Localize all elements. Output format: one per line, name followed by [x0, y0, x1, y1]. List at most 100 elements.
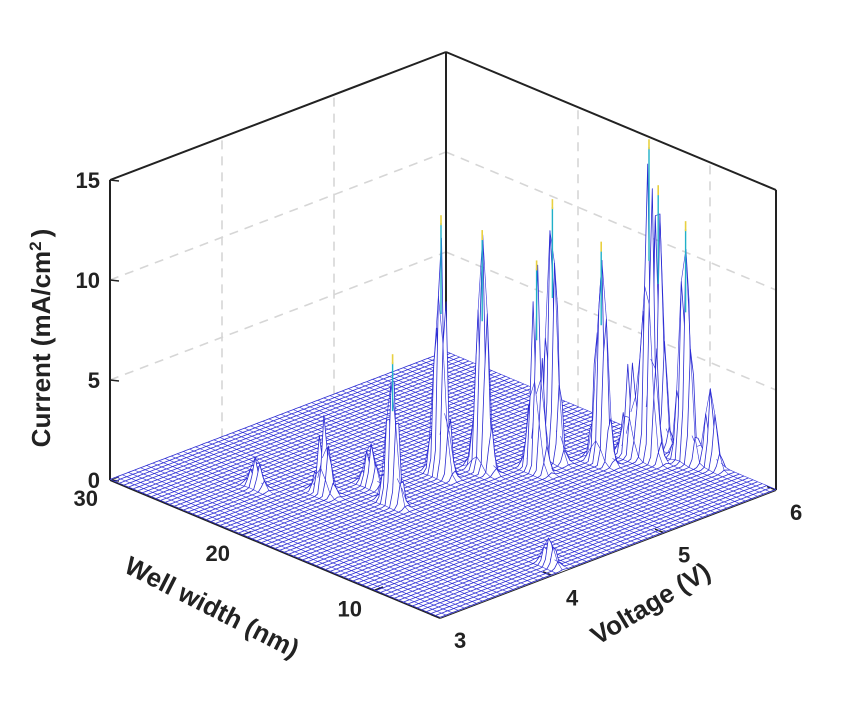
surface-cross-line [235, 438, 240, 442]
surface-cross-line [519, 440, 525, 443]
surface-cross-line [354, 561, 360, 565]
surface-cross-line [470, 590, 476, 594]
surface-cross-line [661, 470, 667, 473]
surface-cross-line [482, 586, 488, 589]
surface-cross-line [517, 561, 523, 565]
surface-cross-line [569, 534, 575, 538]
surface-cross-line [603, 499, 609, 503]
surface-cross-line [478, 584, 483, 587]
surface-cross-line [508, 382, 514, 385]
surface-cross-line [560, 560, 566, 563]
surface-cross-line [378, 391, 384, 394]
surface-cross-line [346, 524, 352, 527]
surface-cross-line [670, 518, 676, 521]
surface-cross-line [716, 508, 722, 511]
surface-cross-line [222, 458, 228, 461]
surface-cross-line [409, 540, 415, 544]
surface-cross-line [508, 543, 514, 546]
surface-cross-line [453, 593, 459, 597]
surface-cross-line [598, 483, 604, 486]
surface-cross-line [568, 495, 573, 498]
surface-cross-line [224, 512, 230, 515]
surface-cross-line [424, 527, 430, 531]
surface-cross-line [238, 474, 244, 477]
surface-cross-line [571, 471, 577, 475]
surface-cross-line [513, 530, 518, 534]
surface-cross-line [297, 557, 303, 561]
surface-cross-line [398, 555, 404, 559]
surface-cross-line [458, 551, 464, 555]
surface-cross-line [591, 489, 596, 493]
surface-cross-line [490, 550, 496, 553]
surface-cross-line [520, 494, 526, 498]
surface-cross-line [167, 478, 173, 482]
surface-cross-line [319, 542, 324, 545]
surface-cross-line [349, 472, 355, 475]
surface-cross-line [358, 387, 364, 391]
surface-cross-line [225, 493, 231, 496]
surface-cross-line [592, 500, 598, 503]
surface-cross-line [656, 483, 662, 486]
surface-cross-line [316, 536, 321, 539]
surface-cross-line [639, 500, 645, 504]
surface-cross-line [612, 518, 618, 521]
surface-cross-line [462, 363, 468, 366]
surface-cross-line [429, 500, 434, 503]
surface-cross-line [627, 475, 633, 479]
surface-cross-line [340, 541, 346, 544]
surface-cross-line [439, 485, 445, 488]
surface-cross-line [438, 296, 444, 345]
surface-cross-line [314, 540, 320, 543]
surface-cross-line [447, 508, 453, 511]
surface-cross-line [520, 567, 526, 571]
surface-cross-line [479, 506, 485, 510]
surface-cross-line [180, 459, 185, 463]
surface-cross-line [357, 538, 363, 542]
x-tick-label: 5 [678, 543, 690, 568]
surface-cross-line [352, 551, 358, 554]
surface-cross-line [415, 582, 421, 585]
surface-cross-line [395, 520, 401, 523]
surface-cross-line [613, 543, 619, 546]
x-axis-label: Voltage (V) [585, 556, 715, 651]
surface-cross-line [455, 545, 460, 548]
surface-cross-line [601, 474, 607, 478]
surface-cross-line [277, 495, 283, 499]
surface-cross-line [221, 491, 227, 495]
surface-cross-line [508, 440, 514, 444]
surface-cross-line [591, 519, 596, 522]
surface-cross-line [365, 532, 370, 535]
surface-cross-line [345, 557, 350, 561]
surface-cross-line [481, 531, 486, 535]
surface-cross-line [251, 436, 257, 439]
surface-cross-line [494, 581, 500, 584]
surface-cross-line [491, 414, 497, 417]
surface-cross-line [572, 482, 578, 485]
surface-cross-line [369, 577, 375, 581]
surface-cross-line [186, 457, 192, 460]
surface-cross-line [400, 449, 405, 452]
surface-cross-line [245, 438, 251, 441]
surface-cross-line [488, 510, 494, 514]
surface-cross-line [397, 530, 402, 534]
surface-cross-line [161, 481, 167, 484]
surface-cross-line [242, 520, 248, 523]
surface-cross-line [253, 489, 259, 493]
surface-cross-line [688, 496, 694, 500]
surface-cross-line [291, 442, 297, 446]
surface-cross-line [659, 489, 665, 492]
surface-cross-line [236, 507, 242, 511]
surface-cross-line [380, 387, 386, 390]
surface-cross-line [300, 417, 306, 420]
surface-cross-line [314, 437, 320, 441]
surface-cross-line [462, 597, 468, 600]
surface-cross-line [401, 591, 407, 594]
surface-cross-line [505, 537, 511, 540]
surface-cross-line [372, 437, 378, 441]
surface-cross-line [675, 459, 680, 462]
surface-cross-line [723, 469, 729, 475]
surface-cross-line [688, 511, 694, 514]
surface-cross-line [421, 389, 427, 393]
surface-cross-line [293, 438, 298, 442]
surface-cross-line [367, 391, 373, 395]
